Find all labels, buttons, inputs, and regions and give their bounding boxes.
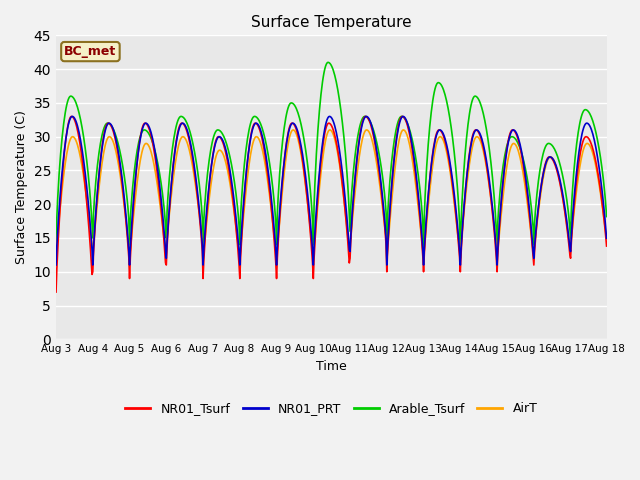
NR01_PRT <box>415 199 423 204</box>
AirT <box>62 156 70 161</box>
Line: NR01_Tsurf: NR01_Tsurf <box>56 117 607 292</box>
AirT <box>119 190 127 196</box>
AirT <box>125 255 133 261</box>
Line: AirT: AirT <box>56 130 607 258</box>
Legend: NR01_Tsurf, NR01_PRT, Arable_Tsurf, AirT: NR01_Tsurf, NR01_PRT, Arable_Tsurf, AirT <box>120 397 542 420</box>
NR01_Tsurf <box>62 135 70 141</box>
NR01_Tsurf <box>399 114 407 120</box>
Arable_Tsurf <box>456 255 464 261</box>
Arable_Tsurf <box>415 178 423 184</box>
NR01_PRT <box>62 135 70 141</box>
Arable_Tsurf <box>399 114 407 120</box>
Text: BC_met: BC_met <box>64 45 116 58</box>
NR01_Tsurf <box>603 243 611 249</box>
AirT <box>603 236 611 241</box>
Arable_Tsurf <box>603 214 611 219</box>
NR01_Tsurf <box>362 114 369 120</box>
Arable_Tsurf <box>119 163 127 168</box>
NR01_PRT <box>119 180 127 186</box>
Y-axis label: Surface Temperature (C): Surface Temperature (C) <box>15 110 28 264</box>
Arable_Tsurf <box>52 249 60 254</box>
NR01_Tsurf <box>119 185 127 191</box>
NR01_PRT <box>175 128 182 134</box>
AirT <box>205 203 212 208</box>
NR01_PRT <box>204 197 211 203</box>
Arable_Tsurf <box>204 169 211 175</box>
Arable_Tsurf <box>324 60 332 65</box>
NR01_Tsurf <box>175 126 182 132</box>
NR01_PRT <box>362 114 370 120</box>
AirT <box>52 249 60 254</box>
Arable_Tsurf <box>175 116 182 122</box>
Line: Arable_Tsurf: Arable_Tsurf <box>56 62 607 258</box>
NR01_Tsurf <box>415 204 423 210</box>
AirT <box>400 127 408 133</box>
X-axis label: Time: Time <box>316 360 347 373</box>
Arable_Tsurf <box>62 106 70 111</box>
Title: Surface Temperature: Surface Temperature <box>251 15 412 30</box>
AirT <box>363 127 371 133</box>
NR01_Tsurf <box>52 289 60 295</box>
NR01_PRT <box>52 262 60 268</box>
NR01_Tsurf <box>204 201 211 206</box>
NR01_PRT <box>399 114 407 120</box>
AirT <box>175 140 183 145</box>
Line: NR01_PRT: NR01_PRT <box>56 117 607 265</box>
NR01_PRT <box>603 235 611 241</box>
AirT <box>416 218 424 224</box>
